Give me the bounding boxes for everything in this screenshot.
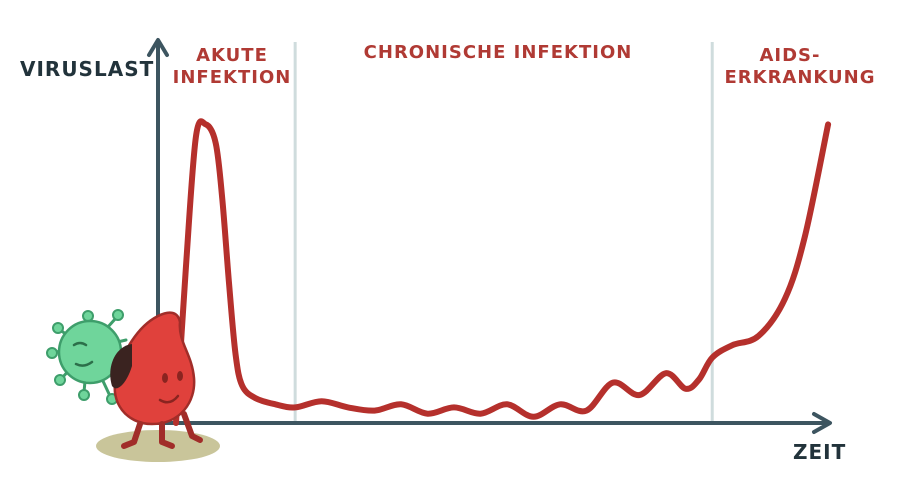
blood-drop-icon — [110, 311, 203, 449]
y-axis-arrowhead — [147, 38, 169, 57]
y-axis-label: VIRUSLAST — [20, 57, 154, 81]
viral-load-line — [173, 118, 832, 426]
ground-shadow — [96, 430, 220, 462]
virus-icon — [46, 309, 128, 405]
phase-label-acute-line1: AKUTE — [196, 45, 268, 66]
axes — [147, 38, 832, 434]
phase-label-acute-line2: INFEKTION — [173, 67, 292, 88]
x-axis-arrowhead — [812, 412, 832, 434]
phase-label-chronic: CHRONISCHE INFEKTION — [364, 42, 633, 63]
x-axis-label: ZEIT — [793, 440, 846, 464]
virus-and-blood-drop-mascot-icon — [46, 309, 220, 462]
phase-label-aids-line1: AIDS- — [759, 45, 820, 66]
phase-label-aids-line2: ERKRANKUNG — [724, 67, 875, 88]
phase-dividers — [293, 42, 714, 421]
